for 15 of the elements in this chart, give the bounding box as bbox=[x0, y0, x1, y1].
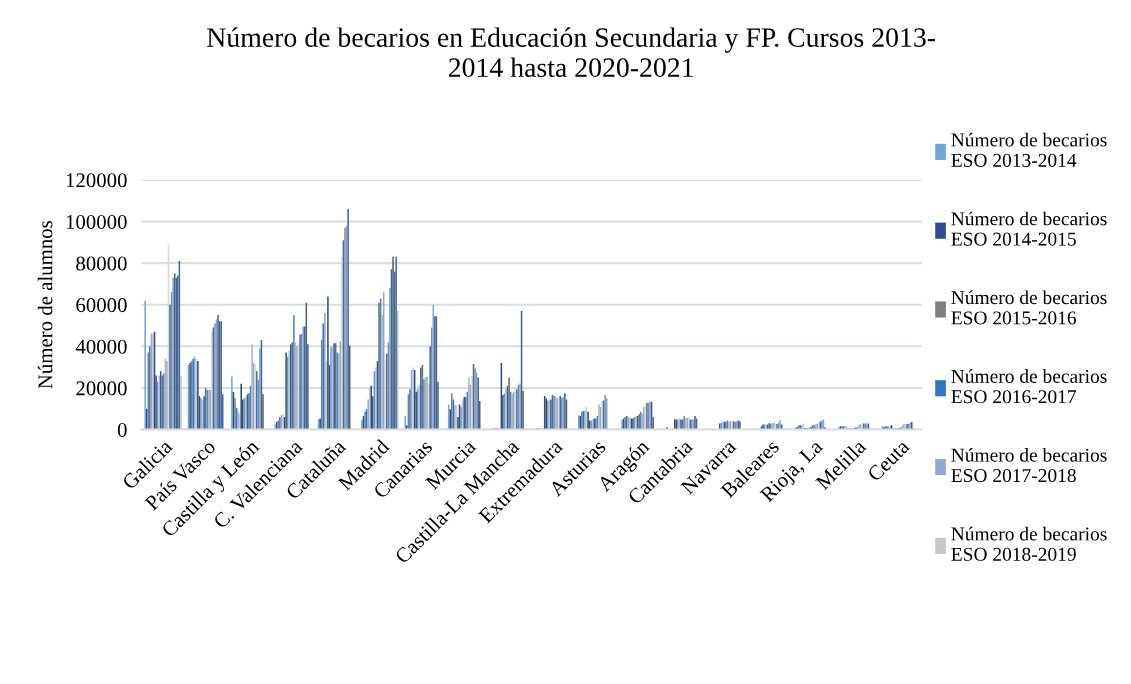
y-tick-label: 80000 bbox=[76, 256, 127, 271]
y-tick-label: 20000 bbox=[76, 381, 127, 396]
legend-label: Número de becarios ESO 2018-2019 bbox=[951, 526, 1107, 561]
y-tick-label: 0 bbox=[117, 422, 127, 437]
y-tick-label: 40000 bbox=[75, 339, 127, 354]
legend-label: Número de becarios ESO 2016-2017 bbox=[951, 369, 1107, 404]
chart-title: Número de becarios en Educación Secundaria y FP. Cursos 2013- 2014 hasta 2020-2021 bbox=[207, 27, 936, 78]
legend-label: Número de becarios ESO 2015-2016 bbox=[951, 290, 1107, 325]
y-tick-label: 60000 bbox=[76, 298, 127, 313]
y-axis-title: Número de alumnos bbox=[37, 221, 53, 389]
legend-label: Número de becarios ESO 2017-2018 bbox=[951, 448, 1107, 483]
y-tick-label: 120000 bbox=[66, 173, 127, 188]
legend-label: Número de becarios ESO 2013-2014 bbox=[951, 132, 1107, 167]
y-tick-label: 100000 bbox=[66, 214, 127, 229]
legend-label: Número de becarios ESO 2014-2015 bbox=[951, 211, 1107, 246]
